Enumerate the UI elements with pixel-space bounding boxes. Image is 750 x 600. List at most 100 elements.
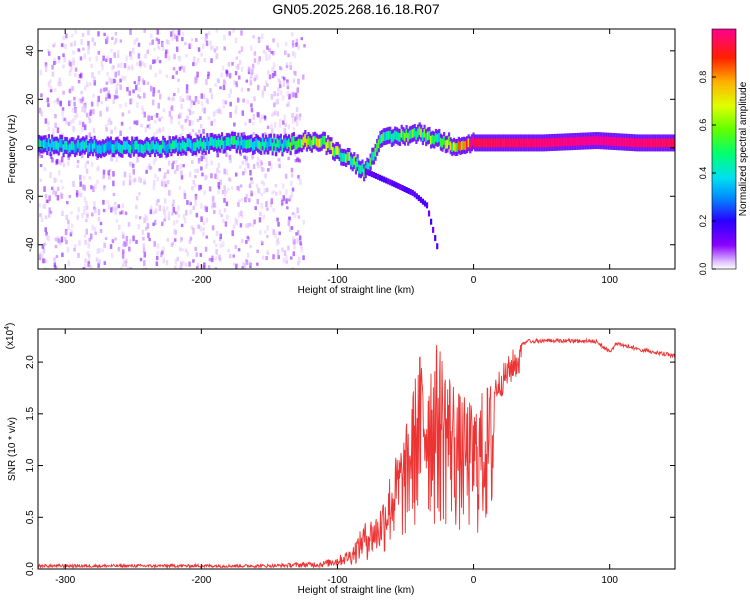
- noise-cell: [78, 192, 81, 197]
- noise-cell: [140, 258, 143, 261]
- noise-cell: [172, 204, 175, 207]
- noise-cell: [245, 240, 248, 244]
- noise-cell: [45, 65, 48, 68]
- noise-cell: [92, 109, 95, 115]
- noise-cell: [94, 232, 97, 235]
- noise-cell: [247, 253, 250, 258]
- noise-cell: [296, 114, 299, 120]
- noise-cell: [276, 240, 279, 246]
- noise-cell: [95, 56, 98, 62]
- noise-cell: [74, 108, 77, 114]
- noise-cell: [166, 74, 169, 77]
- noise-cell: [168, 55, 171, 60]
- noise-cell: [197, 119, 200, 122]
- noise-cell: [40, 164, 43, 167]
- noise-cell: [183, 65, 186, 70]
- noise-cell: [248, 198, 251, 202]
- noise-cell: [259, 212, 262, 216]
- noise-cell: [182, 98, 185, 102]
- noise-cell: [66, 201, 69, 204]
- noise-cell: [73, 126, 76, 132]
- noise-cell: [202, 108, 205, 113]
- noise-cell: [121, 76, 124, 81]
- noise-cell: [179, 96, 182, 102]
- noise-cell: [283, 258, 286, 264]
- noise-cell: [277, 43, 280, 48]
- noise-cell: [54, 88, 57, 92]
- noise-cell: [92, 225, 95, 230]
- snr-xlabel: Height of straight line (km): [298, 585, 415, 596]
- colorbar-tick-label: 0.6: [698, 119, 708, 132]
- noise-cell: [157, 56, 160, 62]
- noise-cell: [110, 207, 113, 212]
- noise-cell: [86, 169, 89, 174]
- noise-cell: [225, 100, 228, 104]
- noise-cell: [272, 51, 275, 56]
- noise-cell: [60, 180, 63, 183]
- noise-cell: [80, 91, 83, 94]
- noise-cell: [201, 156, 204, 162]
- noise-cell: [190, 237, 193, 241]
- noise-cell: [125, 261, 128, 267]
- noise-cell: [197, 58, 200, 62]
- noise-cell: [219, 234, 222, 239]
- noise-cell: [137, 80, 140, 85]
- noise-cell: [199, 116, 202, 120]
- noise-cell: [274, 122, 277, 128]
- noise-cell: [138, 87, 141, 92]
- noise-cell: [273, 91, 276, 96]
- noise-cell: [151, 40, 154, 45]
- noise-cell: [107, 56, 110, 62]
- noise-cell: [143, 179, 146, 185]
- spectrogram-panel: -300 -200 -100 0 100-40-2002040 Height of st…: [7, 29, 677, 296]
- noise-cell: [215, 244, 218, 247]
- noise-cell: [101, 65, 104, 71]
- noise-cell: [196, 213, 199, 217]
- noise-cell: [117, 50, 120, 54]
- noise-cell: [216, 29, 219, 33]
- noise-cell: [45, 194, 48, 198]
- noise-cell: [184, 193, 187, 199]
- noise-cell: [167, 180, 170, 184]
- noise-cell: [135, 85, 138, 91]
- noise-cell: [264, 115, 267, 118]
- x-tick-label: -200: [191, 275, 211, 286]
- noise-cell: [133, 169, 136, 175]
- noise-cell: [223, 185, 226, 190]
- noise-cell: [289, 195, 292, 200]
- noise-cell: [158, 128, 161, 132]
- noise-cell: [177, 79, 180, 82]
- noise-cell: [55, 238, 58, 242]
- noise-cell: [200, 166, 203, 170]
- noise-cell: [286, 91, 289, 96]
- noise-cell: [179, 67, 182, 71]
- noise-cell: [261, 240, 264, 244]
- noise-cell: [259, 117, 262, 123]
- noise-cell: [256, 162, 259, 166]
- noise-cell: [239, 165, 242, 169]
- noise-cell: [211, 46, 214, 50]
- noise-cell: [229, 254, 232, 258]
- noise-cell: [143, 247, 146, 253]
- noise-cell: [193, 180, 196, 185]
- noise-cell: [83, 103, 86, 106]
- noise-cell: [129, 180, 132, 185]
- noise-cell: [254, 51, 256, 55]
- noise-cell: [70, 100, 73, 104]
- noise-cell: [67, 220, 70, 225]
- noise-cell: [295, 93, 298, 98]
- noise-cell: [238, 75, 241, 78]
- noise-cell: [178, 214, 181, 217]
- noise-cell: [80, 39, 83, 45]
- noise-cell: [137, 94, 140, 97]
- noise-cell: [129, 126, 132, 129]
- noise-cell: [192, 232, 195, 235]
- noise-cell: [278, 164, 281, 168]
- noise-cell: [260, 160, 263, 164]
- noise-cell: [112, 99, 115, 103]
- noise-cell: [210, 160, 213, 165]
- noise-cell: [143, 243, 146, 247]
- noise-cell: [235, 105, 238, 110]
- noise-cell: [148, 238, 151, 241]
- noise-cell: [242, 99, 245, 103]
